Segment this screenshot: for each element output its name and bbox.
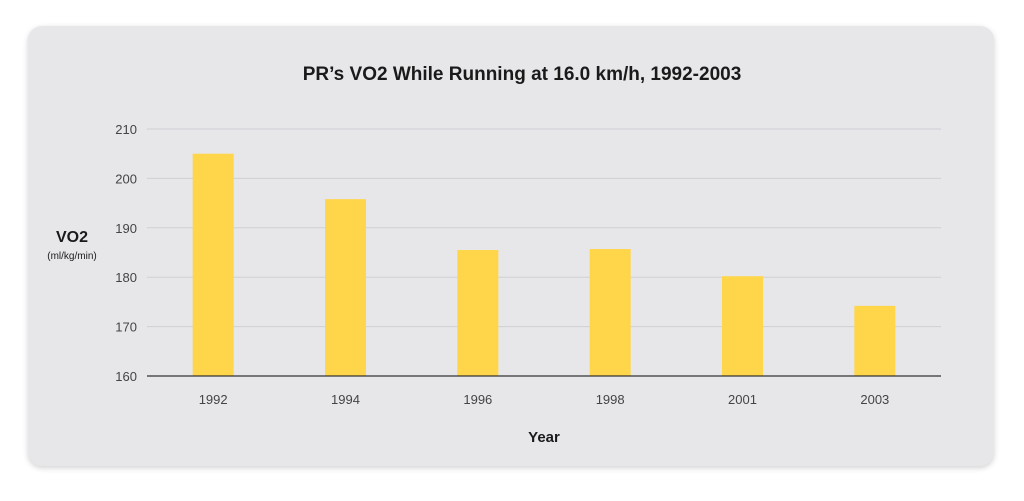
bar-1992 (192, 153, 234, 376)
y-tick-label: 180 (115, 270, 137, 285)
gridlines (147, 128, 941, 328)
y-tick-label: 190 (115, 221, 137, 236)
x-tick-label: 1994 (331, 392, 360, 407)
y-axis-label: VO2 (56, 229, 88, 246)
bar-2001 (722, 276, 763, 376)
chart-card (28, 26, 994, 466)
y-tick-label: 200 (115, 171, 137, 186)
x-tick-label: 1998 (596, 392, 625, 407)
chart-title: PR’s VO2 While Running at 16.0 km/h, 199… (303, 64, 742, 85)
bar-1994 (325, 199, 366, 376)
y-tick-labels: 160 170 180 190 200 210 (115, 122, 137, 384)
y-tick-label: 170 (115, 320, 137, 335)
x-axis-label: Year (528, 429, 560, 446)
x-tick-label: 1992 (199, 392, 228, 407)
y-axis-unit: (ml/kg/min) (47, 251, 96, 262)
y-tick-label: 160 (115, 369, 137, 384)
y-tick-label: 210 (115, 122, 137, 137)
x-tick-labels: 1992 1994 1996 1998 2001 2003 (199, 392, 890, 407)
bar-2003 (854, 305, 896, 376)
bar-1998 (589, 249, 631, 376)
x-tick-label: 2003 (860, 392, 889, 407)
bars (192, 153, 896, 376)
x-tick-label: 1996 (463, 392, 492, 407)
bar-1996 (457, 250, 499, 376)
x-tick-label: 2001 (728, 392, 757, 407)
